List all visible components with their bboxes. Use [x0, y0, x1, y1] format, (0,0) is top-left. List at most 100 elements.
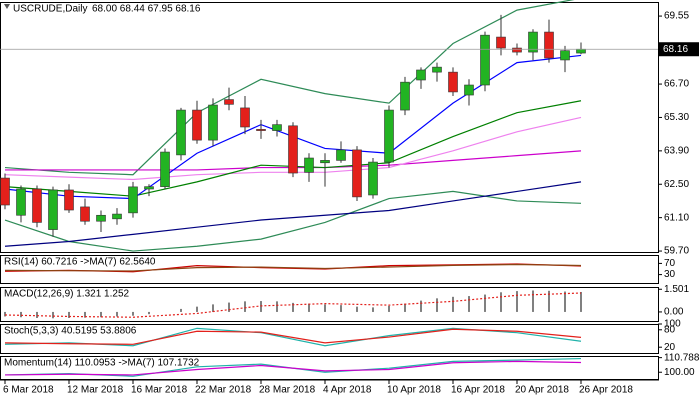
histogram-bar — [132, 311, 134, 316]
y-tick-label: 63.90 — [664, 145, 689, 156]
pane-frame — [0, 255, 659, 284]
candle-body — [112, 213, 122, 220]
histogram-bar — [84, 311, 86, 318]
candle-body — [416, 69, 426, 81]
indicator-line — [4, 292, 582, 318]
candle-body — [192, 109, 202, 141]
histogram-bar — [100, 311, 102, 318]
candle-body — [16, 188, 26, 216]
candle-body — [224, 99, 234, 105]
histogram-bar — [276, 301, 278, 312]
histogram-bar — [340, 305, 342, 312]
histogram-bar — [36, 311, 38, 318]
indicator-title: RSI(14) 60.7216 ->MA(7) 62.5640 — [4, 257, 156, 268]
histogram-bar — [244, 301, 246, 312]
histogram-bar — [388, 305, 390, 312]
x-tick-label: 26 Apr 2018 — [579, 385, 633, 396]
candle-body — [160, 151, 170, 187]
y-tick-label: 20 — [664, 342, 676, 353]
histogram-bar — [564, 291, 566, 312]
x-tick-label: 12 Mar 2018 — [67, 385, 124, 396]
histogram-bar — [20, 311, 22, 318]
histogram-bar — [436, 298, 438, 312]
histogram-bar — [548, 290, 550, 312]
x-tick-label: 6 Mar 2018 — [3, 385, 54, 396]
y-tick-label: 1.501 — [664, 284, 689, 295]
histogram-bar — [52, 311, 54, 319]
histogram-bar — [116, 311, 118, 317]
histogram-bar — [420, 300, 422, 312]
candle-body — [352, 149, 362, 198]
candle-body — [544, 31, 554, 59]
histogram-bar — [452, 296, 454, 312]
pane-frame — [0, 2, 659, 253]
candle-body — [384, 109, 394, 163]
indicator-line — [4, 263, 582, 272]
candle-body — [48, 189, 58, 230]
candle-body — [256, 129, 266, 131]
candle-body — [480, 34, 490, 86]
x-tick-label: 10 Apr 2018 — [387, 385, 441, 396]
indicator-title: Stoch(5,3,3) 40.5195 53.8806 — [4, 326, 137, 337]
histogram-bar — [196, 306, 198, 312]
y-tick-label: 100.00 — [664, 367, 695, 378]
histogram-bar — [148, 311, 150, 315]
y-tick-label: 66.70 — [664, 79, 689, 90]
candle-body — [320, 160, 330, 164]
indicator-line — [4, 181, 582, 247]
y-tick-label: 70 — [664, 258, 676, 269]
y-tick-label: 100 — [664, 319, 681, 330]
candle-body — [336, 149, 346, 161]
y-tick-label: 80 — [664, 324, 676, 335]
pane-frame — [0, 287, 659, 322]
histogram-bar — [292, 302, 294, 312]
histogram-bar — [4, 311, 6, 317]
x-tick-label: 16 Apr 2018 — [451, 385, 505, 396]
candle-body — [176, 109, 186, 156]
collapse-icon — [4, 4, 10, 9]
candle-body — [528, 31, 538, 53]
histogram-bar — [500, 292, 502, 312]
histogram-bar — [404, 303, 406, 312]
histogram-bar — [260, 301, 262, 312]
x-tick-label: 22 Mar 2018 — [195, 385, 252, 396]
y-tick-label: 59.70 — [664, 246, 689, 257]
histogram-bar — [580, 291, 582, 312]
y-tick-label: 30 — [664, 269, 676, 280]
candle-body — [0, 177, 10, 206]
indicator-line — [4, 0, 575, 176]
candle-body — [304, 157, 314, 173]
indicator-line — [4, 328, 582, 345]
candle-body — [64, 189, 74, 211]
candle-body — [464, 84, 474, 96]
x-tick-label: 20 Apr 2018 — [515, 385, 569, 396]
histogram-bar — [180, 308, 182, 312]
indicator-line — [4, 360, 582, 376]
y-tick-label: 0.00 — [664, 307, 684, 318]
y-tick-label: 69.55 — [664, 11, 689, 22]
x-tick-label: 28 Mar 2018 — [259, 385, 316, 396]
price-label-box — [659, 42, 699, 57]
candle-body — [448, 71, 458, 93]
candle-body — [208, 104, 218, 141]
ohlc-readout: 68.00 68.44 67.95 68.16 — [92, 4, 201, 15]
candle-body — [96, 214, 106, 222]
indicator-title: MACD(12,26,9) 1.321 1.252 — [4, 289, 130, 300]
candle-body — [272, 124, 282, 131]
price-label: 68.16 — [663, 44, 688, 55]
histogram-bar — [468, 296, 470, 312]
histogram-bar — [516, 291, 518, 312]
candle-body — [576, 48, 586, 54]
candle-body — [240, 107, 250, 128]
y-tick-label: 62.50 — [664, 179, 689, 190]
candle-body — [128, 186, 138, 214]
candle-body — [512, 47, 522, 53]
histogram-bar — [68, 311, 70, 318]
chart-title: USCRUDE,Daily — [13, 4, 87, 15]
histogram-bar — [532, 290, 534, 312]
y-tick-label: 65.30 — [664, 112, 689, 123]
candle-body — [400, 81, 410, 111]
candle-body — [368, 161, 378, 196]
